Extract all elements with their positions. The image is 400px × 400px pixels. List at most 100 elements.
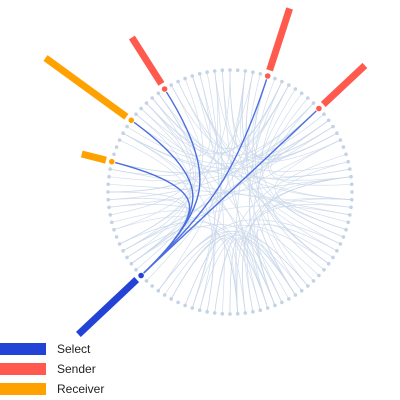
link: [122, 93, 196, 252]
node: [139, 106, 143, 111]
node: [350, 182, 354, 187]
node: [338, 138, 343, 142]
node: [299, 91, 304, 96]
link: [242, 204, 352, 314]
link: [229, 238, 276, 315]
link: [113, 216, 239, 314]
node: [273, 76, 277, 81]
link: [122, 126, 334, 252]
link: [151, 97, 352, 201]
node: [306, 96, 310, 100]
node: [280, 79, 284, 84]
link: [108, 183, 352, 208]
sender-bar: [128, 35, 165, 86]
node: [326, 261, 331, 266]
node: [311, 279, 316, 283]
node: [235, 312, 240, 316]
legend-label-select: Select: [57, 342, 91, 356]
node: [220, 312, 225, 316]
link: [108, 204, 269, 309]
link: [261, 223, 334, 296]
node: [112, 227, 116, 232]
link: [170, 236, 261, 311]
link: [246, 176, 352, 312]
node: [344, 152, 348, 157]
node: [235, 68, 240, 72]
node: [287, 83, 291, 87]
node: [350, 190, 354, 194]
link: [214, 70, 338, 160]
node: [287, 297, 291, 301]
receiver-bar: [43, 55, 129, 120]
link: [164, 230, 309, 296]
legend-swatch-receiver: [0, 383, 46, 395]
node: [228, 68, 232, 72]
sender-bar: [266, 7, 293, 72]
node: [349, 174, 353, 179]
legend-label-sender: Sender: [57, 362, 96, 376]
node: [162, 293, 167, 297]
link: [158, 93, 347, 231]
legend-item-select[interactable]: Select: [0, 341, 140, 357]
link: [122, 205, 350, 252]
node: [106, 197, 110, 202]
sender-node: [161, 85, 169, 93]
link: [214, 236, 290, 314]
node: [212, 311, 217, 315]
node: [107, 174, 111, 179]
link: [122, 132, 350, 179]
node: [293, 87, 298, 91]
node: [306, 284, 310, 288]
node: [322, 268, 326, 272]
link: [199, 223, 338, 311]
node: [183, 303, 187, 308]
link: [246, 73, 296, 296]
node: [112, 152, 116, 157]
node: [341, 145, 346, 149]
link: [235, 237, 283, 314]
link: [191, 70, 246, 309]
node: [108, 213, 112, 217]
node: [144, 279, 149, 283]
node: [317, 273, 321, 278]
node: [176, 300, 180, 305]
highlighted-links: [111, 75, 320, 277]
node: [108, 167, 112, 171]
sender-bar: [320, 62, 368, 107]
link: [119, 70, 219, 245]
link: [274, 139, 347, 231]
node: [348, 213, 352, 217]
link: [146, 84, 290, 282]
node: [169, 297, 173, 301]
node: [251, 310, 255, 314]
node: [121, 249, 125, 253]
legend-item-sender[interactable]: Sender: [0, 361, 140, 377]
node: [106, 182, 110, 187]
legend-item-receiver[interactable]: Receiver: [0, 381, 140, 397]
node: [251, 70, 255, 74]
node: [114, 235, 119, 239]
node: [190, 74, 195, 78]
link: [229, 69, 334, 158]
link: [245, 72, 314, 282]
link: [113, 78, 204, 231]
link: [235, 75, 269, 314]
receiver-bar: [80, 150, 107, 164]
link: [131, 139, 341, 264]
node: [338, 242, 343, 246]
node: [129, 261, 134, 266]
select-node: [137, 271, 145, 280]
background-links: [107, 69, 352, 315]
node: [106, 190, 110, 194]
link: [273, 198, 352, 264]
link: [122, 132, 214, 312]
link: [214, 153, 347, 314]
link: [252, 75, 325, 271]
receiver-node: [108, 158, 116, 166]
link: [111, 108, 320, 174]
node: [212, 69, 217, 73]
link: [248, 81, 283, 306]
legend-label-receiver: Receiver: [57, 382, 105, 396]
link: [267, 161, 349, 287]
legend-swatch-select: [0, 343, 46, 355]
